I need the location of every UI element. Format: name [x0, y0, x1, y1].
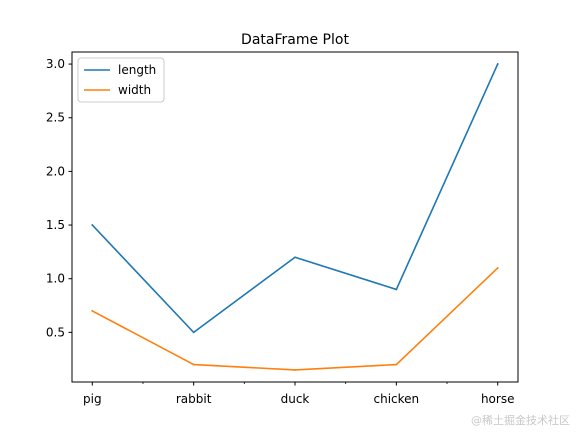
data-point-length — [496, 63, 499, 65]
y-tick-label: 1.5 — [46, 218, 65, 232]
data-point-width — [192, 363, 195, 366]
watermark: @稀土掘金技术社区 — [471, 414, 570, 427]
legend-label: length — [118, 63, 156, 77]
chart-title: DataFrame Plot — [241, 32, 349, 48]
data-point-length — [91, 224, 94, 226]
y-tick-label: 0.5 — [46, 325, 65, 339]
data-point-length — [395, 288, 398, 291]
x-tick-label: duck — [281, 392, 310, 406]
data-point-width — [294, 369, 296, 371]
legend: length width — [77, 57, 165, 103]
data-point-length — [192, 331, 195, 334]
y-tick-label: 2.0 — [46, 164, 65, 178]
plot-area — [91, 63, 499, 371]
legend-box — [77, 57, 165, 103]
y-tick-label: 2.5 — [46, 111, 65, 125]
legend-label: width — [118, 83, 151, 97]
data-point-length — [294, 256, 296, 259]
x-tick-label: pig — [83, 392, 102, 406]
y-axis: 0.5 1.0 1.5 2.0 2.5 3.0 — [46, 57, 72, 339]
x-tick-label: chicken — [374, 392, 420, 406]
series-line-width — [91, 266, 499, 371]
x-tick-label: rabbit — [176, 392, 212, 406]
y-tick-label: 3.0 — [46, 57, 65, 71]
data-point-width — [496, 267, 499, 269]
series-line-length — [91, 63, 499, 334]
x-tick-label: horse — [481, 392, 515, 406]
data-point-width — [395, 363, 398, 366]
x-axis: pig rabbit duck chicken horse — [83, 382, 514, 406]
y-tick-label: 1.0 — [46, 272, 65, 286]
data-point-width — [91, 310, 94, 312]
